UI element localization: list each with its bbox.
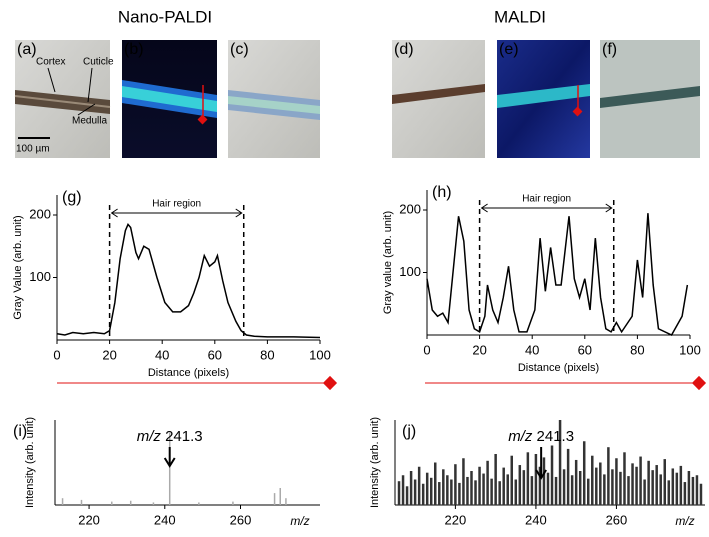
annotation: Medulla [72, 116, 107, 127]
y-tick-label: 200 [29, 206, 51, 221]
profile-end [691, 375, 707, 391]
marker-value: 241.3 [537, 428, 575, 445]
x-tick-label: 260 [606, 512, 628, 527]
x-tick-label: 0 [423, 342, 430, 357]
x-tick-label: 100 [309, 347, 331, 362]
panel-label: (g) [62, 189, 82, 206]
x-axis-label: Distance (pixels) [518, 362, 599, 374]
y-tick-label: 100 [29, 269, 51, 284]
x-tick-label: 240 [154, 512, 176, 527]
x-axis-label: Distance (pixels) [148, 367, 229, 379]
marker-prefix: m/z [137, 428, 162, 445]
profile-end [322, 375, 338, 391]
annotation: Hair region [522, 194, 571, 205]
image-e [497, 40, 590, 158]
scale-label: 100 µm [16, 144, 50, 155]
y-tick-label: 100 [399, 264, 421, 279]
x-axis-label: m/z [675, 514, 694, 528]
y-tick-label: 200 [399, 201, 421, 216]
title: MALDI [494, 7, 546, 26]
panel-label: (c) [230, 41, 249, 58]
y-axis-label: Intensity (arb. unit) [24, 417, 36, 508]
x-tick-label: 20 [472, 342, 486, 357]
x-tick-label: 240 [525, 512, 547, 527]
image-b [122, 40, 217, 158]
arrow-head [480, 203, 613, 213]
panel-label: (b) [124, 41, 144, 58]
x-tick-label: 0 [53, 347, 60, 362]
arrow-head [163, 457, 176, 468]
marker-prefix: m/z [508, 428, 533, 445]
panel-label: (d) [394, 41, 414, 58]
annotation: Hair region [152, 199, 201, 210]
x-tick-label: 220 [78, 512, 100, 527]
title: Nano-PALDI [118, 7, 212, 26]
annotation: Cuticle [83, 57, 114, 68]
arrow-head [110, 208, 243, 218]
y-axis-label: Intensity (arb. unit) [369, 417, 381, 508]
x-tick-label: 260 [230, 512, 252, 527]
x-tick-label: 220 [445, 512, 467, 527]
data-line [426, 213, 689, 336]
panel-label: (j) [402, 423, 416, 440]
marker-label: m/z 241.3 [137, 428, 203, 445]
panel-label: (i) [13, 423, 27, 440]
pointer [77, 103, 96, 116]
x-tick-label: 80 [630, 342, 644, 357]
x-tick-label: 20 [102, 347, 116, 362]
image-d [392, 40, 485, 158]
x-tick-label: 80 [260, 347, 274, 362]
y-axis-label: Gray Value (arb. unit) [12, 215, 24, 319]
x-tick-label: 100 [679, 342, 701, 357]
x-tick-label: 60 [208, 347, 222, 362]
pointer [87, 67, 93, 103]
pointer [47, 67, 56, 93]
x-axis-label: m/z [290, 514, 309, 528]
x-tick-label: 40 [525, 342, 539, 357]
panel-label: (f) [602, 41, 617, 58]
panel-label: (h) [432, 184, 452, 201]
image-c [228, 40, 320, 158]
marker-label: m/z 241.3 [508, 428, 574, 445]
arrow-head [535, 469, 547, 480]
y-axis-label: Gray value (arb. unit) [382, 211, 394, 314]
annotation: Cortex [36, 57, 65, 68]
data-line [56, 222, 321, 339]
image-f [600, 40, 700, 158]
marker-value: 241.3 [165, 428, 203, 445]
panel-label: (a) [17, 41, 37, 58]
x-tick-label: 40 [155, 347, 169, 362]
x-tick-label: 60 [578, 342, 592, 357]
panel-label: (e) [499, 41, 519, 58]
